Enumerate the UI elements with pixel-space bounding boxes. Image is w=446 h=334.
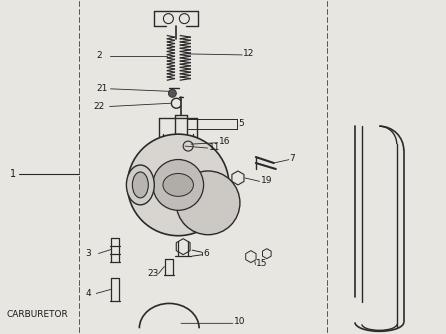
Ellipse shape xyxy=(163,173,194,196)
Text: 12: 12 xyxy=(243,49,254,58)
Ellipse shape xyxy=(132,172,149,198)
Text: 3: 3 xyxy=(85,249,91,258)
Text: 21: 21 xyxy=(96,85,108,93)
Text: 19: 19 xyxy=(261,176,272,185)
Circle shape xyxy=(176,171,240,235)
Text: 22: 22 xyxy=(93,102,104,111)
Circle shape xyxy=(128,134,229,236)
Text: 6: 6 xyxy=(203,249,209,258)
Text: 7: 7 xyxy=(289,154,295,163)
Text: 4: 4 xyxy=(85,289,91,298)
Circle shape xyxy=(153,160,203,210)
Circle shape xyxy=(169,89,176,97)
Text: 10: 10 xyxy=(234,317,246,326)
Text: 2: 2 xyxy=(96,51,102,60)
Text: 23: 23 xyxy=(148,269,159,278)
Text: CARBURETOR: CARBURETOR xyxy=(6,310,68,319)
Text: 5: 5 xyxy=(239,119,244,128)
Ellipse shape xyxy=(126,165,154,205)
Text: 11: 11 xyxy=(209,143,220,152)
Text: 15: 15 xyxy=(256,259,268,268)
Text: 1: 1 xyxy=(10,169,16,179)
Text: 16: 16 xyxy=(219,137,230,146)
